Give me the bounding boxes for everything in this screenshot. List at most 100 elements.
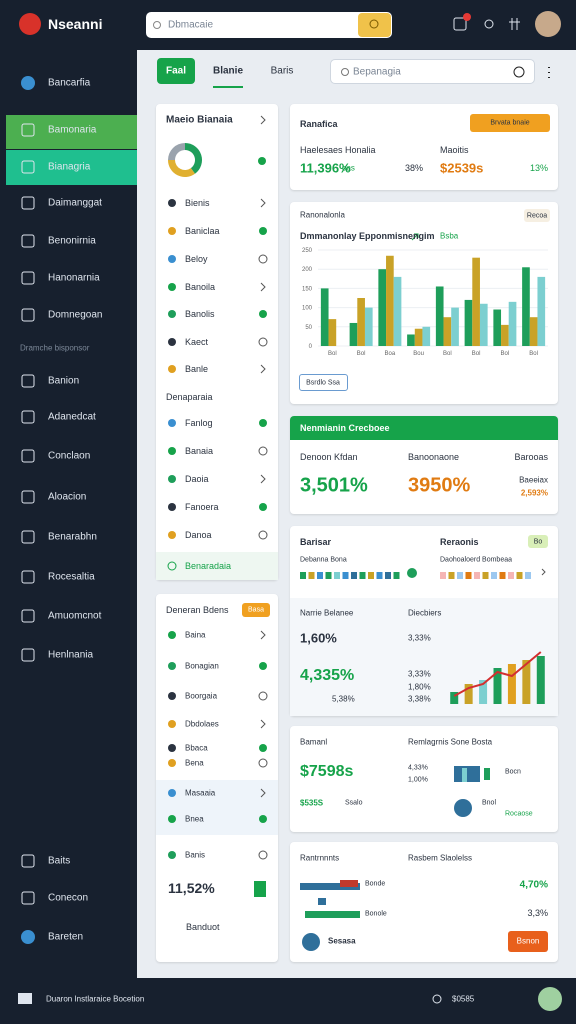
card5-label4: Rocaose	[505, 810, 533, 818]
item-icon	[168, 744, 176, 752]
panel2-items: Boorgaia	[185, 691, 218, 701]
sidebar-selected[interactable]	[6, 150, 137, 185]
dot	[368, 572, 374, 579]
card5-labels: 1,00%	[408, 776, 428, 784]
card5-value: $7598s	[300, 763, 354, 780]
bar	[357, 298, 365, 346]
sidebar-active[interactable]	[6, 115, 137, 149]
status-ring	[258, 758, 268, 768]
pie-slice	[168, 160, 195, 178]
card1-value2: 38%	[405, 163, 424, 173]
search-icon	[369, 19, 379, 29]
chevron	[260, 719, 266, 729]
y-tick-label: 200	[302, 267, 313, 273]
dot	[359, 572, 366, 579]
topbar-search: Dbmacaie	[168, 19, 214, 31]
avatar[interactable]	[535, 11, 561, 37]
sidebar-items: Bamonaria	[48, 124, 97, 136]
toolbar-search: Bepanagia	[353, 66, 401, 78]
y-tick-label: 250	[302, 248, 313, 254]
card5-value2: $535S	[300, 798, 324, 808]
bar	[501, 324, 509, 346]
bar	[493, 668, 502, 704]
chevron[interactable]	[260, 115, 266, 125]
nav-icon	[21, 76, 35, 90]
search-box[interactable]	[146, 12, 392, 38]
nav-icon	[21, 490, 35, 504]
bar	[386, 255, 394, 346]
card2-button: Bsrdlo Ssa	[306, 379, 340, 387]
item-icon	[168, 227, 176, 235]
card4-value1: 1,60%	[300, 630, 337, 646]
nav-icon	[21, 160, 35, 174]
panel1-items: Banolis	[185, 309, 215, 319]
panel1-items: Banle	[185, 364, 209, 374]
search-icon	[341, 68, 349, 76]
sidebar-bottom: Bareten	[48, 931, 84, 943]
footer-text: Duaron Instlaraice Bocetion	[46, 994, 145, 1004]
bar	[508, 301, 517, 346]
y-tick-label: 100	[302, 306, 313, 312]
card3-header: Nenmianin Crecboee	[300, 423, 390, 433]
search-icon[interactable]	[432, 994, 442, 1004]
avatar[interactable]	[538, 987, 562, 1011]
card6-button: Bsnon	[516, 936, 540, 946]
card1-button: Brvata bnaie	[490, 119, 530, 127]
clock-icon[interactable]	[513, 66, 525, 78]
notification-icon[interactable]	[453, 17, 467, 31]
bar	[320, 288, 329, 346]
dot	[385, 572, 391, 579]
nav-icon	[21, 648, 35, 662]
bar	[422, 326, 431, 346]
bar	[378, 269, 387, 346]
home-icon[interactable]	[18, 993, 32, 1004]
bar	[435, 286, 444, 346]
sidebar-items: Bianagria	[48, 161, 91, 173]
toolbar-search[interactable]	[330, 59, 535, 84]
card-button[interactable]	[508, 931, 548, 952]
nav-icon	[21, 308, 35, 322]
nav-icon	[21, 570, 35, 584]
search-button[interactable]	[358, 13, 391, 37]
status-dot	[259, 744, 267, 752]
dot	[308, 572, 315, 579]
status-ring	[258, 530, 268, 540]
bar	[464, 299, 473, 346]
dot	[516, 572, 523, 579]
card3-labels: Barooas	[514, 452, 548, 462]
badge	[524, 209, 550, 222]
item-icon	[168, 310, 176, 318]
mini-bar	[340, 880, 358, 887]
chevron	[260, 364, 266, 374]
primary-button[interactable]	[157, 58, 195, 84]
panel2-items: Dbdolaes	[185, 719, 219, 729]
nav-icon	[21, 410, 35, 424]
bar	[522, 267, 530, 346]
card1-unit1: bas	[342, 163, 355, 173]
card6-labels: Bonde	[365, 880, 386, 888]
y-tick-label: 150	[302, 286, 313, 292]
sidebar-items2: Aloacion	[48, 491, 87, 503]
panel1-items2: Fanoera	[185, 502, 219, 512]
card6-title: Rantrnnnts	[300, 853, 340, 863]
y-tick-label: 50	[305, 325, 312, 331]
badge	[528, 535, 548, 548]
search-icon[interactable]	[484, 19, 494, 29]
item-icon	[168, 365, 176, 373]
card-button[interactable]	[470, 114, 550, 132]
card1-label1: Haelesaes Honalia	[300, 145, 376, 155]
item-icon	[168, 475, 176, 483]
item-icon	[168, 503, 176, 511]
status-dot	[259, 662, 267, 670]
panel1-items: Baniclaa	[185, 226, 220, 236]
chart-button[interactable]	[299, 374, 348, 391]
icon	[407, 568, 417, 578]
item-icon	[168, 759, 176, 767]
card1-value3: $2539s	[440, 160, 484, 176]
status-dot	[259, 503, 267, 511]
settings-icon[interactable]	[509, 18, 520, 30]
panel2-badge: Basa	[248, 606, 264, 614]
bar	[393, 276, 402, 346]
dot	[448, 572, 455, 579]
